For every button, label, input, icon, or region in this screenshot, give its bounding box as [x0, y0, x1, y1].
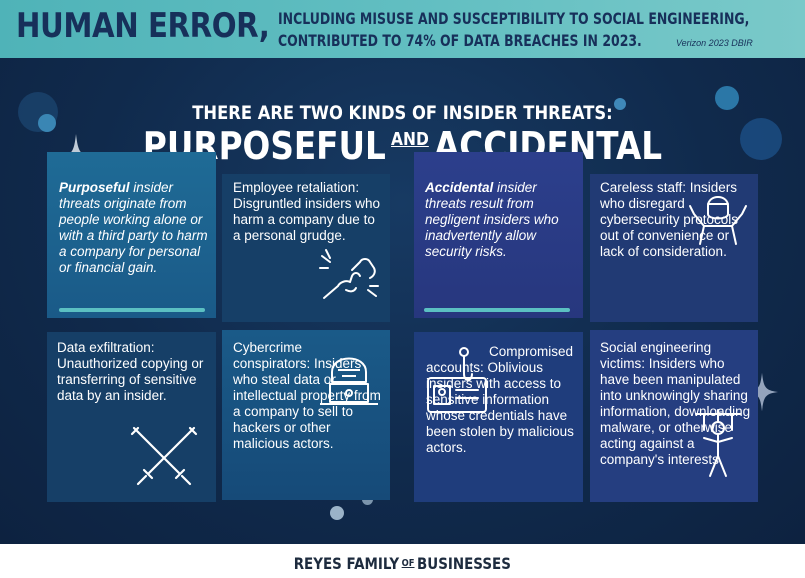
sparkle-icon: [746, 372, 778, 412]
fist-bump-icon: [319, 249, 379, 299]
accidental-definition-text: Accidental insider threats result from n…: [425, 180, 577, 260]
footer-logo: REYES FAMILY OF BUSINESSES: [0, 554, 805, 574]
decor-dot: [715, 86, 739, 110]
card-data-exfiltration: Data exfiltration: Unauthorized copying …: [47, 332, 216, 502]
decor-dot: [330, 506, 344, 520]
decor-dot: [614, 98, 626, 110]
cybercrime-text: Cybercrime conspirators: Insiders who st…: [233, 340, 381, 451]
hacker-laptop-icon: [320, 357, 378, 405]
card-social-engineering: Social engineering victims: Insiders who…: [590, 330, 758, 502]
accent-bar: [424, 308, 570, 312]
banner-line-1: INCLUDING MISUSE AND SUSCEPTIBILITY TO S…: [278, 9, 750, 28]
compromised-text: Compromised accounts: Oblivious insiders…: [426, 344, 574, 455]
card-cybercrime-conspirators: Cybercrime conspirators: Insiders who st…: [222, 330, 390, 500]
headline-and: AND: [391, 129, 429, 150]
exfiltration-text: Data exfiltration: Unauthorized copying …: [57, 340, 204, 403]
puppet-marionette-icon: [695, 409, 741, 477]
decor-dot: [740, 118, 782, 160]
accidental-rest: insider threats result from negligent in…: [425, 180, 559, 259]
crossed-swords-icon: [130, 426, 198, 486]
footer-of: OF: [401, 558, 415, 569]
section-subtitle: THERE ARE TWO KINDS OF INSIDER THREATS:: [192, 102, 613, 124]
card-purposeful-definition: Purposeful insider threats originate fro…: [47, 152, 216, 404]
accent-bar: [59, 308, 205, 312]
banner-source: Verizon 2023 DBIR: [676, 38, 753, 48]
social-text: Social engineering victims: Insiders who…: [600, 340, 751, 467]
id-card-hook-icon: [427, 347, 487, 413]
decor-dot: [38, 114, 56, 132]
purposeful-rest: insider threats originate from people wo…: [59, 180, 208, 275]
banner-line-2: CONTRIBUTED TO 74% OF DATA BREACHES IN 2…: [278, 31, 642, 50]
retaliation-text: Employee retaliation: Disgruntled inside…: [233, 180, 381, 243]
footer-left: REYES FAMILY: [293, 554, 400, 573]
card-careless-staff: Careless staff: Insiders who disregard c…: [590, 174, 758, 322]
card-employee-retaliation: Employee retaliation: Disgruntled inside…: [222, 174, 390, 322]
careless-text: Careless staff: Insiders who disregard c…: [600, 180, 739, 259]
banner-headline: HUMAN ERROR,: [16, 6, 270, 46]
header-banner: HUMAN ERROR, INCLUDING MISUSE AND SUSCEP…: [0, 0, 805, 58]
card-accidental-definition: Accidental insider threats result from n…: [414, 152, 583, 318]
infographic-panel: THERE ARE TWO KINDS OF INSIDER THREATS: …: [0, 58, 805, 544]
purposeful-definition-text: Purposeful insider threats originate fro…: [59, 180, 209, 276]
accidental-lead: Accidental: [425, 180, 494, 195]
shrugging-person-icon: [689, 196, 747, 245]
footer-right: BUSINESSES: [417, 554, 512, 573]
card-compromised-accounts: Compromised accounts: Oblivious insiders…: [414, 332, 583, 502]
purposeful-lead: Purposeful: [59, 180, 130, 195]
